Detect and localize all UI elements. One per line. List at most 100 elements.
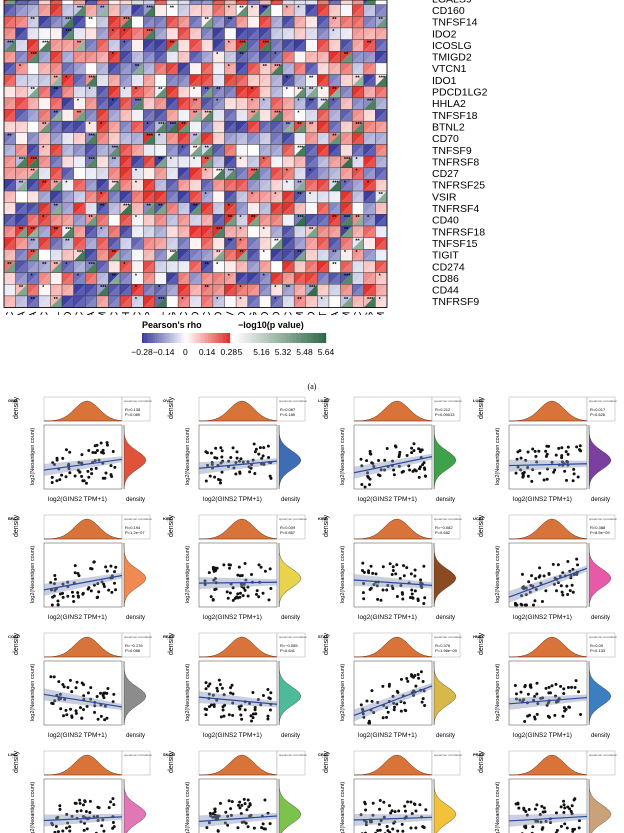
- heat-cell-rho: [340, 249, 353, 261]
- significance-mark: *: [379, 273, 382, 279]
- heat-cell-rho: [50, 226, 63, 238]
- heat-cell-rho: [50, 0, 56, 5]
- heat-cell-pvalue: [375, 16, 387, 28]
- heat-cell-rho: [120, 0, 125, 5]
- heat-cell-pvalue: [73, 109, 86, 122]
- rho-colorbar-segment: [172, 333, 176, 343]
- stats-r: R=0.376: [435, 643, 451, 648]
- rho-colorbar-segment: [205, 333, 209, 343]
- scatter-point: [103, 718, 107, 722]
- heat-cell-rho: [166, 295, 179, 308]
- top-density-curve: [198, 400, 278, 422]
- significance-mark: *: [65, 180, 68, 186]
- heat-cell-rho: [212, 260, 225, 273]
- heat-cell-pvalue: [166, 86, 179, 98]
- scatter-point: [109, 464, 113, 468]
- scatter-point: [79, 820, 83, 824]
- heat-cell-rho: [96, 214, 109, 226]
- heat-cell-rho: [294, 249, 306, 261]
- scatter-point: [399, 677, 403, 681]
- scatter-point: [230, 800, 234, 804]
- heat-cell-pvalue: [363, 132, 376, 145]
- significance-mark: ***: [263, 40, 270, 46]
- heat-cell-rho: [131, 86, 144, 98]
- heat-cell-rho: [305, 284, 318, 296]
- heat-cell-pvalue: [96, 27, 109, 40]
- heat-cell-pvalue: [4, 156, 16, 168]
- heat-cell-rho: [62, 272, 74, 285]
- scatter-point: [79, 809, 83, 813]
- heat-cell-pvalue: [120, 16, 132, 28]
- heat-cell-pvalue: [166, 51, 179, 63]
- heat-cell-pvalue: [15, 284, 28, 296]
- scatter-point: [75, 680, 79, 684]
- stats-subtitle: spearman correlation: [124, 635, 153, 639]
- heat-cell-pvalue: [328, 226, 341, 238]
- scatter-point: [97, 458, 101, 462]
- heat-cell-pvalue: [224, 121, 237, 133]
- heat-cell-pvalue: [247, 202, 260, 215]
- heat-cell-pvalue: [15, 249, 28, 261]
- stats-p: P=0.00013: [435, 412, 455, 417]
- row-label: CD274: [432, 261, 465, 273]
- heat-cell-pvalue: [201, 191, 213, 203]
- heat-cell-pvalue: [131, 249, 144, 261]
- scatter-point: [99, 441, 103, 445]
- significance-mark: ***: [135, 99, 142, 105]
- heat-cell-rho: [73, 249, 86, 261]
- heat-cell-pvalue: [270, 121, 283, 133]
- heat-cell-pvalue: [224, 0, 237, 5]
- stats-box: [276, 396, 306, 422]
- scatter-point: [95, 814, 99, 818]
- scatter-point: [206, 684, 210, 688]
- heat-cell-pvalue: [352, 284, 364, 296]
- significance-mark: ***: [65, 227, 72, 233]
- heat-cell-rho: [270, 16, 283, 28]
- heat-cell-pvalue: [375, 97, 387, 110]
- heat-cell-pvalue: [143, 4, 155, 17]
- heat-cell-pvalue: [178, 249, 190, 261]
- heat-cell-rho: [317, 237, 329, 250]
- heat-cell-pvalue: [154, 16, 167, 28]
- significance-mark: **: [332, 250, 337, 256]
- heat-cell-pvalue: [131, 74, 144, 87]
- heat-cell-pvalue: [212, 167, 225, 180]
- heat-cell-pvalue: [62, 4, 74, 17]
- heat-cell-pvalue: [50, 39, 63, 52]
- heat-cell-pvalue: [4, 27, 16, 40]
- heat-cell-pvalue: [38, 51, 51, 63]
- scatter-point: [554, 694, 558, 698]
- heat-cell-pvalue: [212, 62, 225, 75]
- scatter-point: [547, 572, 551, 576]
- heat-cell-pvalue: [166, 295, 179, 308]
- significance-mark: *: [100, 192, 103, 198]
- heat-cell-rho: [375, 4, 387, 17]
- significance-mark: *: [42, 285, 45, 291]
- scatter-point: [85, 827, 89, 831]
- scatter-point: [554, 811, 558, 815]
- heat-cell-rho: [189, 144, 202, 157]
- significance-mark: *: [274, 52, 277, 58]
- top-density-curve: [353, 518, 433, 540]
- heat-cell-pvalue: [166, 74, 179, 87]
- scatter-point: [76, 468, 80, 472]
- heat-cell-rho: [38, 237, 51, 250]
- heat-cell-pvalue: [120, 226, 132, 238]
- heat-cell-pvalue: [96, 0, 109, 5]
- heat-cell-pvalue: [305, 97, 318, 110]
- heat-cell-pvalue: [15, 27, 28, 40]
- scatter-point: [61, 582, 65, 586]
- regression-line: [43, 458, 123, 471]
- heat-cell-pvalue: [131, 51, 144, 63]
- p-colorbar-segment: [304, 333, 307, 343]
- scatter-point: [362, 597, 366, 601]
- heat-cell-rho: [108, 0, 114, 5]
- heat-cell-pvalue: [212, 51, 225, 63]
- scatter-point: [368, 449, 372, 453]
- heat-cell-pvalue: [317, 86, 329, 98]
- scatter-point: [539, 696, 543, 700]
- side-density-curve: [588, 542, 612, 608]
- heat-cell-rho: [38, 295, 51, 308]
- heat-cell-rho: [340, 260, 353, 273]
